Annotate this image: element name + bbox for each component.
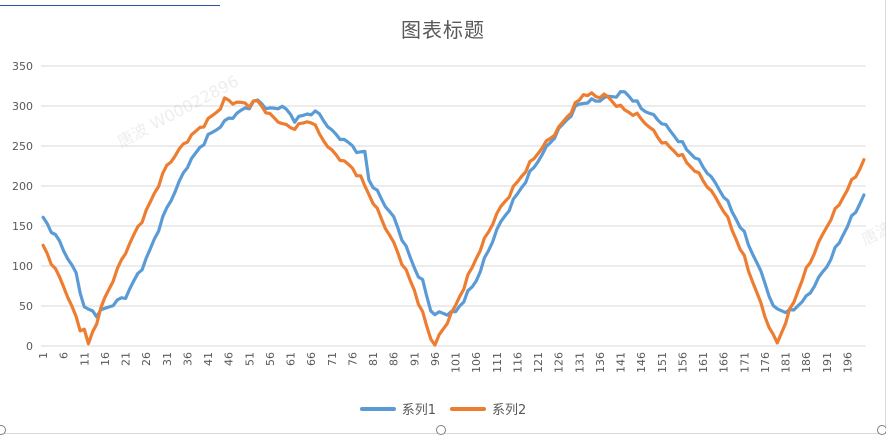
y-tick-label: 300 [12, 100, 33, 113]
x-tick-label: 116 [511, 352, 524, 373]
y-tick-label: 350 [12, 60, 33, 73]
x-tick-label: 96 [429, 352, 442, 366]
legend[interactable]: 系列1 系列2 [0, 399, 886, 418]
x-tick-label: 101 [450, 352, 463, 373]
chart-title[interactable]: 图表标题 [401, 18, 485, 42]
x-tick-label: 36 [181, 352, 194, 366]
x-tick-label: 126 [553, 352, 566, 373]
x-tick-label: 1 [37, 352, 50, 359]
series-line-2[interactable] [41, 91, 866, 347]
y-tick-label: 250 [12, 140, 33, 153]
y-tick-label: 50 [19, 300, 33, 313]
x-tick-label: 151 [656, 352, 669, 373]
x-tick-label: 6 [58, 352, 71, 359]
x-tick-label: 191 [821, 352, 834, 373]
x-tick-label: 91 [408, 352, 421, 366]
x-tick-label: 131 [573, 352, 586, 373]
y-tick-label: 150 [12, 220, 33, 233]
x-tick-label: 136 [594, 352, 607, 373]
legend-label-series2: 系列2 [492, 403, 527, 418]
x-tick-label: 121 [532, 352, 545, 373]
x-tick-label: 11 [78, 352, 91, 366]
x-tick-label: 51 [243, 352, 256, 366]
x-tick-label: 196 [841, 352, 854, 373]
x-tick-label: 61 [285, 352, 298, 366]
x-tick-label: 156 [676, 352, 689, 373]
legend-label-series1: 系列1 [401, 403, 436, 418]
x-tick-label: 166 [718, 352, 731, 373]
y-tick-label: 200 [12, 180, 33, 193]
x-tick-label: 146 [635, 352, 648, 373]
x-tick-label: 161 [697, 352, 710, 373]
legend-line-icon [359, 406, 396, 411]
x-tick-label: 111 [491, 352, 504, 373]
legend-line-icon [450, 406, 486, 411]
x-tick-label: 176 [759, 352, 772, 373]
x-tick-label: 181 [780, 352, 793, 373]
x-tick-label: 106 [470, 352, 483, 373]
x-tick-label: 66 [305, 352, 318, 366]
x-tick-label: 86 [388, 352, 401, 366]
x-tick-label: 71 [326, 352, 339, 366]
x-tick-label: 26 [140, 352, 153, 366]
x-tick-label: 46 [223, 352, 236, 366]
x-tick-label: 21 [120, 352, 133, 366]
x-tick-label: 186 [800, 352, 813, 373]
legend-item-series2[interactable]: 系列2 [450, 399, 526, 418]
x-tick-label: 31 [161, 352, 174, 366]
x-tick-label: 141 [615, 352, 628, 373]
series-line-1[interactable] [41, 89, 866, 319]
y-tick-label: 100 [12, 260, 33, 273]
y-tick-label: 0 [26, 340, 33, 353]
x-tick-label: 171 [738, 352, 751, 373]
legend-item-series1[interactable]: 系列1 [359, 399, 436, 418]
x-tick-label: 16 [99, 352, 112, 366]
cell-border-strip [0, 0, 220, 6]
x-tick-label: 41 [202, 352, 215, 366]
x-tick-label: 56 [264, 352, 277, 366]
x-tick-label: 76 [346, 352, 359, 366]
x-tick-label: 81 [367, 352, 380, 366]
